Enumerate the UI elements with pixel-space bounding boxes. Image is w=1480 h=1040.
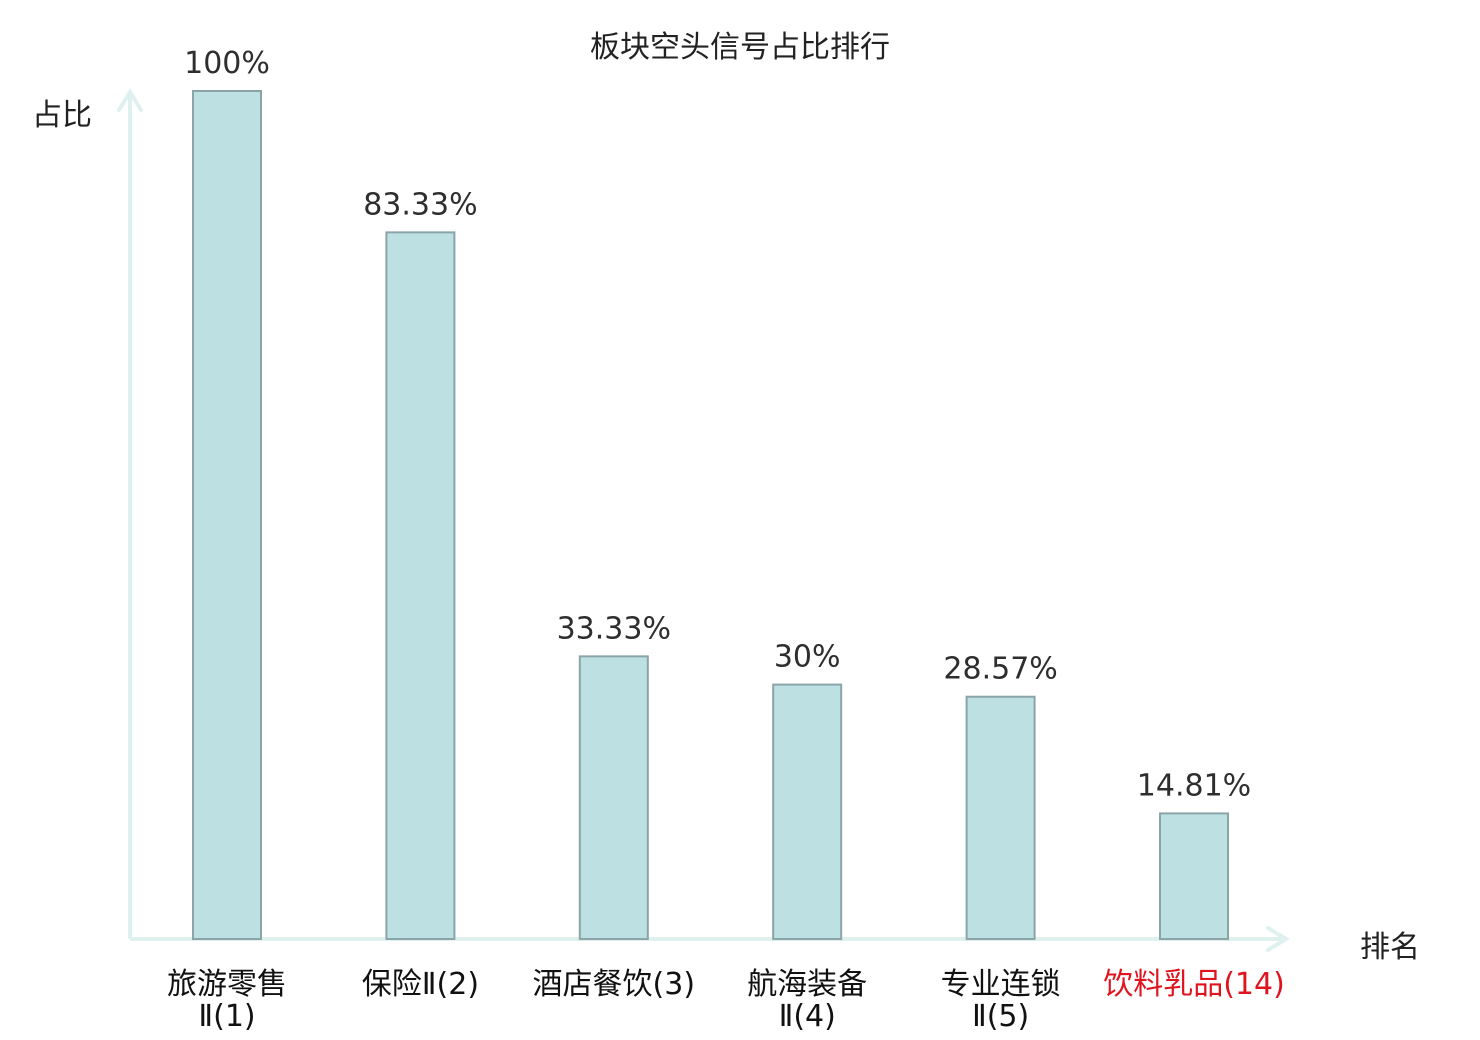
x-tick-label-3: 酒店餐饮(3) [533,967,696,1002]
x-axis-arrow [1266,926,1290,952]
y-axis-label: 占比 [32,98,92,133]
x-tick-label-5-line-2: Ⅱ(5) [972,999,1029,1034]
x-axis-label: 排名 [1360,930,1420,965]
y-axis-arrow [117,88,143,112]
data-label-2: 83.33% [363,187,477,222]
x-tick-label-6: 饮料乳品(14) [1103,967,1285,1002]
x-tick-label-4-line-2: Ⅱ(4) [779,999,836,1034]
data-label-1: 100% [184,46,270,81]
x-tick-label-2: 保险Ⅱ(2) [362,967,479,1002]
bar-4 [772,683,843,940]
bar-1 [192,90,262,940]
x-tick-label-1-line-1: 旅游零售 [167,967,287,1002]
x-tick-label-4-line-1: 航海装备 [747,967,867,1002]
chart-title: 板块空头信号占比排行 [590,30,890,65]
bar-6 [1159,812,1229,940]
data-label-4: 30% [774,640,841,675]
data-label-5: 28.57% [943,652,1057,687]
data-label-6: 14.81% [1137,768,1251,803]
bar-3 [578,655,649,940]
bar-5 [965,695,1036,940]
x-tick-label-1-line-2: Ⅱ(1) [198,999,255,1034]
data-label-3: 33.33% [557,611,671,646]
bar-2 [385,231,456,941]
x-tick-label-5-line-1: 专业连锁 [941,967,1061,1002]
